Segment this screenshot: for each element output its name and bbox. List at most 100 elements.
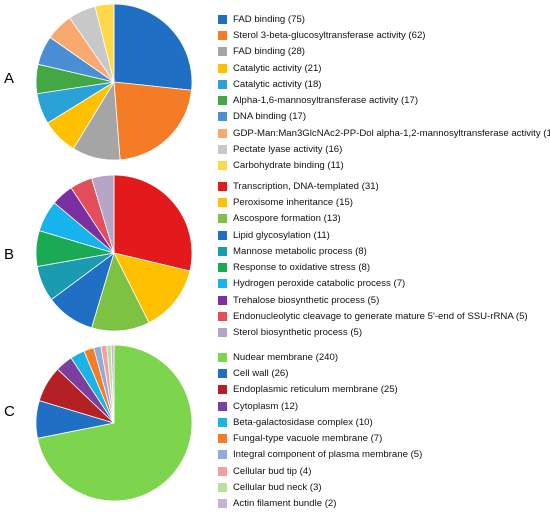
legend-label: FAD binding (75) — [233, 13, 305, 25]
legend-label: Beta-galactosidase complex (10) — [233, 416, 373, 428]
legend-item-a-6: Alpha-1,6-mannosyltransferase activity (… — [218, 92, 550, 108]
legend-item-b-7: Hydrogen peroxide catabolic process (7) — [218, 276, 528, 292]
legend-label: Mannose metabolic process (8) — [233, 245, 367, 257]
legend-swatch — [218, 263, 227, 273]
legend-item-b-9: Endonucleolytic cleavage to generate mat… — [218, 308, 528, 324]
legend-swatch — [218, 466, 227, 476]
legend-label: Ascospore formation (13) — [233, 213, 341, 225]
legend-item-c-6: Fungal-type vacuole membrane (7) — [218, 430, 422, 446]
legend-swatch — [218, 214, 227, 224]
legend-item-a-10: Carbohydrate binding (11) — [218, 158, 550, 174]
legend-item-a-3: FAD binding (28) — [218, 44, 550, 60]
pie-panel-a: A FAD binding (75) Sterol 3-beta-glucosyl… — [0, 2, 550, 171]
legend-item-c-3: Endoplasmic reticulum membrane (25) — [218, 382, 422, 398]
legend-item-b-5: Mannose metabolic process (8) — [218, 243, 528, 259]
legend-item-c-7: Integral component of plasma membrane (5… — [218, 447, 422, 463]
legend-item-a-1: FAD binding (75) — [218, 11, 550, 27]
legend-swatch — [218, 161, 227, 171]
legend-item-b-10: Sterol biosynthetic process (5) — [218, 325, 528, 341]
legend-swatch — [218, 279, 227, 289]
legend-label: Transcription, DNA-templated (31) — [233, 180, 379, 192]
legend-item-b-6: Response to oxidative stress (8) — [218, 259, 528, 275]
pie-chart-a — [35, 3, 193, 161]
legend-label: Cell wall (26) — [233, 367, 289, 379]
legend-label: Cellular bud neck (3) — [233, 482, 322, 494]
pie-slice-b-1 — [113, 174, 193, 272]
legend-swatch — [218, 352, 227, 362]
legend-swatch — [218, 385, 227, 395]
pie-chart-c — [35, 344, 193, 502]
legend-swatch — [218, 499, 227, 509]
legend-swatch — [218, 112, 227, 122]
legend-label: Alpha-1,6-mannosyltransferase activity (… — [233, 95, 419, 107]
legend-label: DNA binding (17) — [233, 111, 307, 123]
pie-slice-a-1 — [113, 3, 193, 91]
legend-swatch — [218, 368, 227, 378]
legend-swatch — [218, 246, 227, 256]
legend-label: Endoplasmic reticulum membrane (25) — [233, 384, 398, 396]
pie-slice-b-3 — [91, 251, 150, 332]
legend-swatch — [218, 230, 227, 240]
legend-swatch — [218, 401, 227, 411]
legend-label: Hydrogen peroxide catabolic process (7) — [233, 278, 406, 290]
legend-item-c-10: Actin filament bundle (2) — [218, 496, 422, 512]
legend-swatch — [218, 79, 227, 89]
legend-label: Catalytic activity (21) — [233, 62, 322, 74]
legend-item-b-3: Ascospore formation (13) — [218, 211, 528, 227]
legend-swatch — [218, 417, 227, 427]
legend-b: Transcription, DNA-templated (31) Peroxis… — [218, 178, 528, 341]
legend-item-b-4: Lipid glycosylation (11) — [218, 227, 528, 243]
legend-swatch — [218, 450, 227, 460]
legend-swatch — [218, 181, 227, 191]
legend-label: Cellular bud tip (4) — [233, 465, 312, 477]
legend-swatch — [218, 483, 227, 493]
legend-label: Nudear membrane (240) — [233, 351, 339, 363]
legend-label: GDP-Man:Man3GlcNAc2-PP-Dol alpha-1,2-man… — [233, 127, 550, 139]
legend-item-c-9: Cellular bud neck (3) — [218, 479, 422, 495]
legend-label: Peroxisome inheritance (15) — [233, 196, 353, 208]
legend-label: FAD binding (28) — [233, 46, 305, 58]
legend-swatch — [218, 63, 227, 73]
pie-panel-b: B Transcription, DNA-templated (31) Perox… — [0, 173, 550, 338]
pie-slice-a-10 — [94, 3, 115, 83]
panel-label-b: B — [4, 246, 15, 263]
pie-slice-b-2 — [113, 252, 191, 324]
legend-swatch — [218, 128, 227, 138]
legend-label: Lipid glycosylation (11) — [233, 229, 330, 241]
legend-swatch — [218, 197, 227, 207]
legend-item-b-8: Trehalose biosynthetic process (5) — [218, 292, 528, 308]
legend-swatch — [218, 145, 227, 155]
pie-slice-c-10 — [110, 344, 115, 424]
legend-item-a-5: Catalytic activity (18) — [218, 76, 550, 92]
legend-swatch — [218, 312, 227, 322]
pie-slice-b-10 — [91, 174, 115, 254]
panel-label-a: A — [4, 70, 15, 87]
legend-label: Carbohydrate binding (11) — [233, 160, 344, 172]
legend-label: Integral component of plasma membrane (5… — [233, 449, 423, 461]
legend-swatch — [218, 434, 227, 444]
legend-item-c-5: Beta-galactosidase complex (10) — [218, 414, 422, 430]
legend-item-b-1: Transcription, DNA-templated (31) — [218, 178, 528, 194]
legend-swatch — [218, 328, 227, 338]
legend-c: Nudear membrane (240) Cell wall (26) Endop… — [218, 349, 422, 512]
legend-item-a-4: Catalytic activity (21) — [218, 60, 550, 76]
legend-item-a-2: Sterol 3-beta-glucosyltransferase activi… — [218, 27, 550, 43]
legend-item-b-2: Peroxisome inheritance (15) — [218, 194, 528, 210]
legend-swatch — [218, 47, 227, 57]
legend-label: Pectate lyase activity (16) — [233, 144, 343, 156]
legend-label: Fungal-type vacuole membrane (7) — [233, 433, 383, 445]
legend-item-c-4: Cytoplasm (12) — [218, 398, 422, 414]
legend-swatch — [218, 295, 227, 305]
legend-swatch — [218, 30, 227, 40]
legend-label: Sterol biosynthetic process (5) — [233, 327, 363, 339]
legend-item-c-8: Cellular bud tip (4) — [218, 463, 422, 479]
legend-label: Sterol 3-beta-glucosyltransferase activi… — [233, 29, 426, 41]
legend-item-c-2: Cell wall (26) — [218, 365, 422, 381]
legend-swatch — [218, 96, 227, 106]
pie-slice-c-1 — [37, 344, 193, 502]
legend-item-a-8: GDP-Man:Man3GlcNAc2-PP-Dol alpha-1,2-man… — [218, 125, 550, 141]
legend-label: Endonucleolytic cleavage to generate mat… — [233, 311, 528, 323]
legend-swatch — [218, 14, 227, 24]
pie-slice-a-2 — [113, 81, 193, 161]
legend-item-a-7: DNA binding (17) — [218, 109, 550, 125]
